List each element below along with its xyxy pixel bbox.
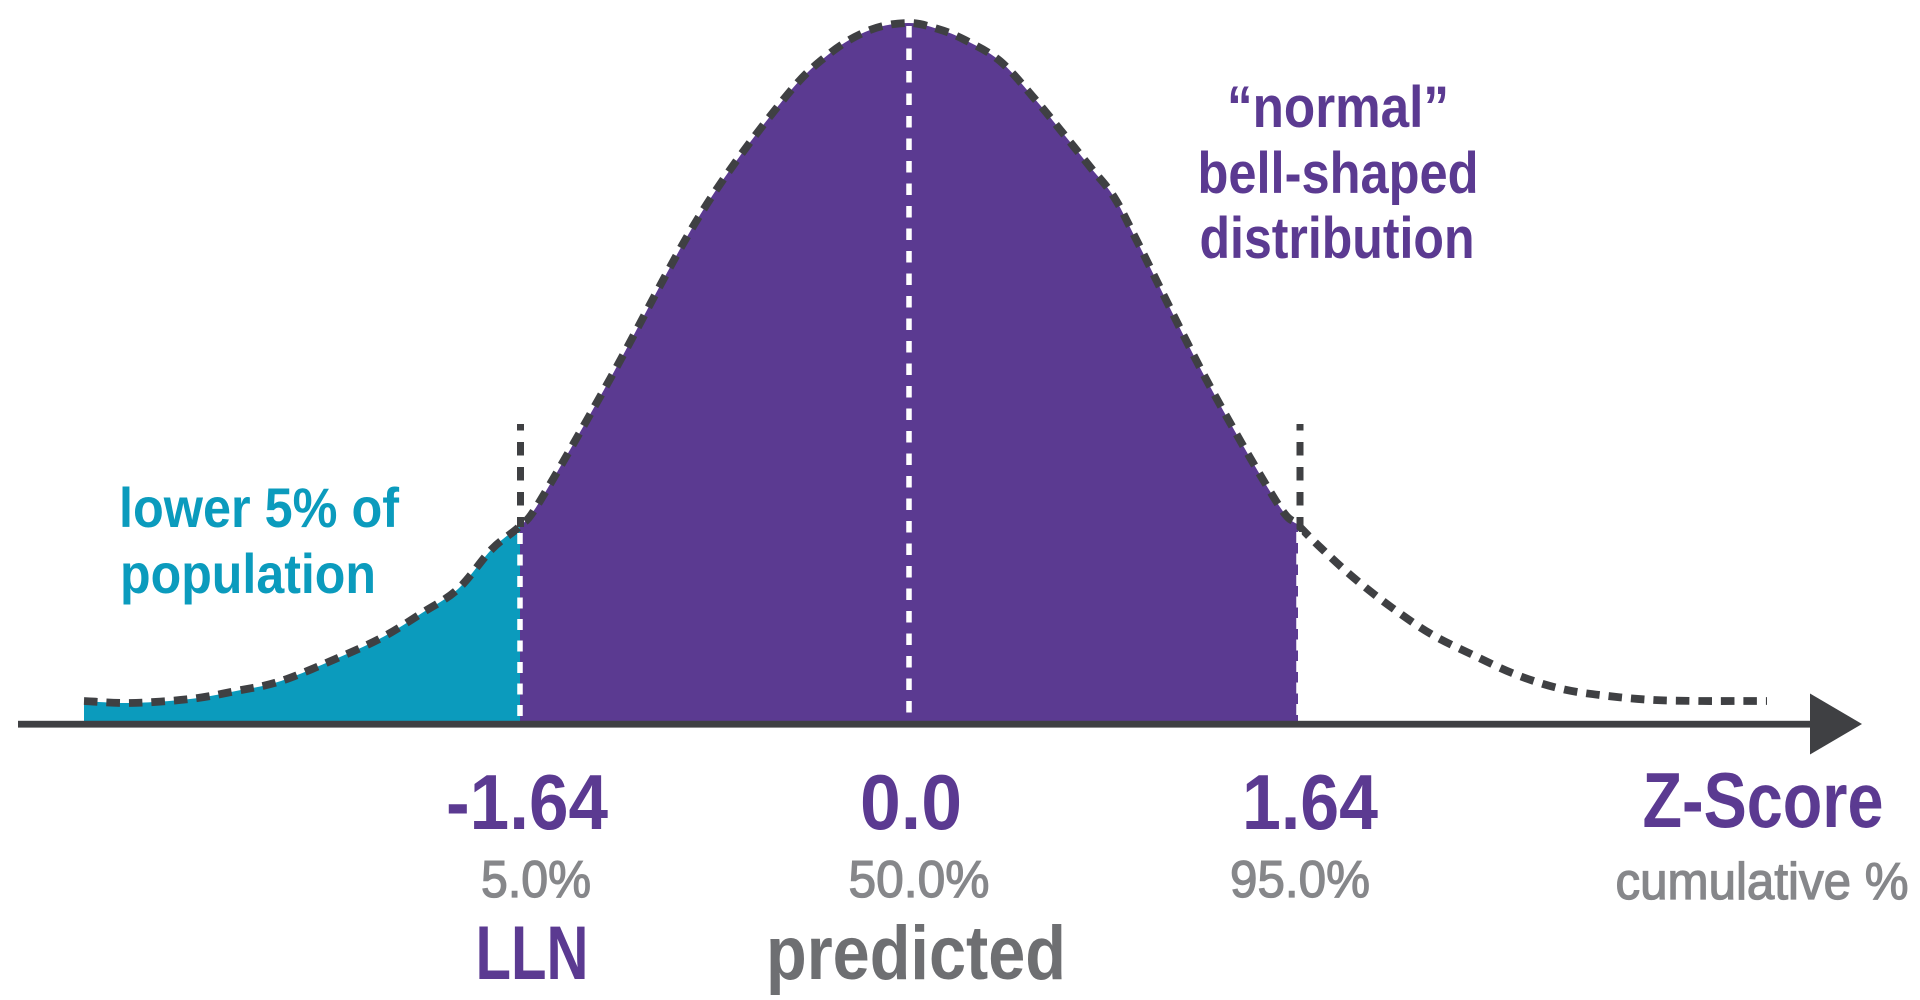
svg-text:-1.64: -1.64 — [446, 758, 608, 846]
svg-text:0.0: 0.0 — [860, 758, 962, 846]
svg-text:bell-shaped: bell-shaped — [1198, 141, 1479, 206]
svg-text:predicted: predicted — [766, 911, 1066, 996]
svg-text:Z-Score: Z-Score — [1643, 756, 1884, 844]
svg-text:5.0%: 5.0% — [481, 851, 591, 909]
svg-text:cumulative %: cumulative % — [1616, 853, 1909, 911]
svg-text:50.0%: 50.0% — [849, 851, 990, 909]
svg-text:“normal”: “normal” — [1227, 75, 1449, 140]
svg-text:lower 5% of: lower 5% of — [119, 476, 399, 539]
svg-text:distribution: distribution — [1200, 206, 1475, 271]
svg-text:population: population — [120, 542, 376, 605]
svg-text:1.64: 1.64 — [1242, 758, 1378, 846]
svg-text:LLN: LLN — [476, 911, 589, 996]
svg-text:95.0%: 95.0% — [1230, 851, 1370, 909]
